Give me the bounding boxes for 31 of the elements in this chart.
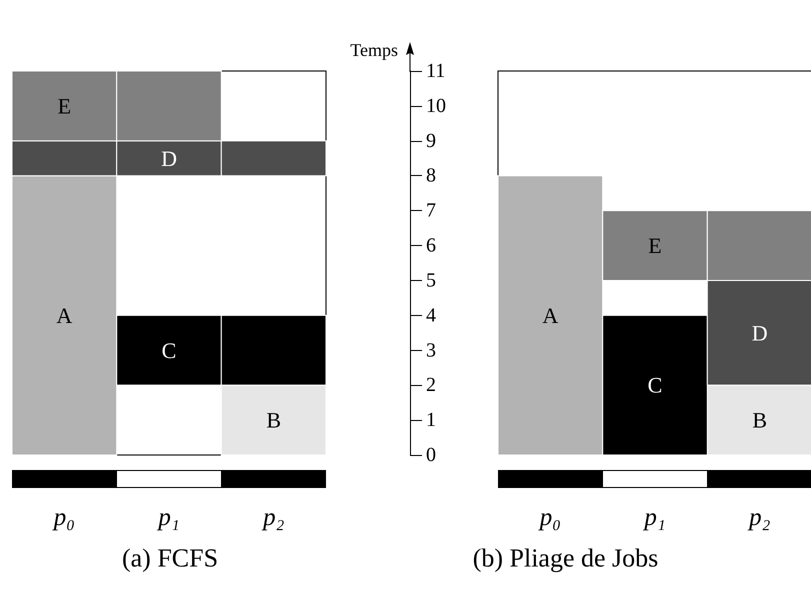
x-tick-label: p₁	[156, 504, 180, 531]
x-tick-label: p₀	[538, 504, 561, 531]
y-tick-label: 4	[426, 304, 436, 326]
x-tick-label: p₂	[747, 504, 771, 531]
y-tick-label: 0	[426, 444, 436, 466]
series-label: E	[58, 93, 72, 118]
series-label: C	[648, 372, 662, 398]
y-tick-label: 7	[426, 200, 436, 222]
x-tick-label: p₁	[642, 504, 666, 531]
y-tick-label: 3	[426, 339, 436, 362]
y-axis-title: Temps	[350, 40, 398, 60]
series-label: B	[266, 408, 282, 433]
series-label: D	[752, 320, 768, 346]
series-label: A	[56, 302, 72, 328]
y-tick-label: 1	[426, 409, 436, 432]
y-tick-label: 2	[426, 374, 436, 396]
y-tick-label: 8	[426, 164, 436, 187]
series-label: B	[752, 408, 768, 433]
series-label: D	[161, 146, 177, 171]
x-tick-label: p₂	[261, 504, 285, 531]
text: (a) FCFS	[122, 544, 218, 572]
series-label: C	[162, 338, 176, 363]
y-tick-label: 9	[426, 130, 436, 152]
y-tick-label: 11	[426, 60, 446, 82]
series-label: A	[542, 302, 558, 328]
series-label: E	[648, 233, 662, 258]
y-tick-label: 10	[426, 94, 446, 117]
text: (b) Pliage de Jobs	[472, 544, 658, 572]
x-tick-label: p₀	[52, 504, 75, 531]
y-tick-label: 6	[426, 234, 436, 257]
y-tick-label: 5	[426, 269, 436, 292]
